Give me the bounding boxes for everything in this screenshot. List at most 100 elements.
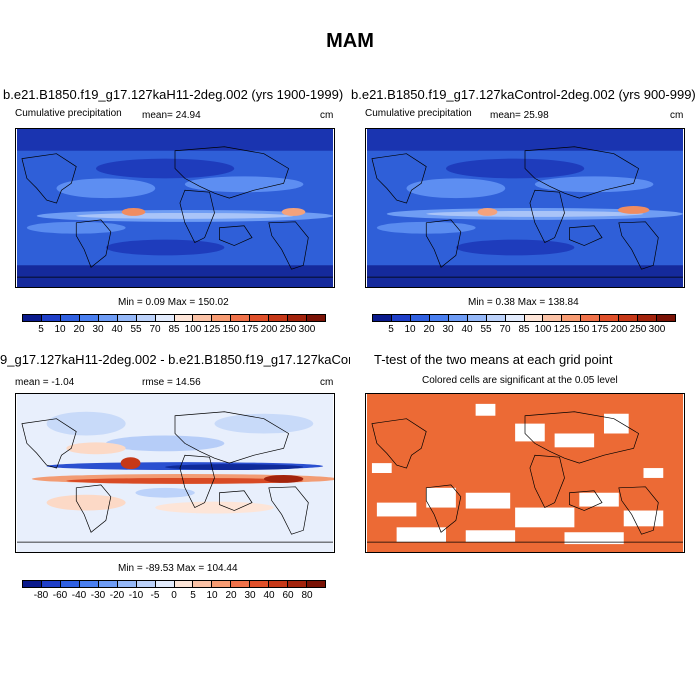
top-right-colorbar-swatch <box>448 315 468 321</box>
top-right-colorbar-swatch <box>410 315 430 321</box>
top-left-colorbar-tick-label: 40 <box>111 324 123 335</box>
main-title: MAM <box>326 30 374 52</box>
top-left-units-label: cm <box>320 110 334 121</box>
bottom-left-colorbar-swatch <box>60 581 80 587</box>
bottom-right-panel-title: T-test of the two means at each grid poi… <box>374 352 613 367</box>
top-left-panel-title: b.e21.B1850.f19_g17.127kaH11-2deg.002 (y… <box>3 87 344 102</box>
bottom-left-colorbar-tick-label: 40 <box>263 590 275 601</box>
top-right-colorbar-tick-label: 150 <box>572 324 590 335</box>
top-left-left-label: Cumulative precipitation <box>15 108 122 119</box>
bottom-right-coastlines <box>367 411 683 543</box>
bottom-left-colorbar-swatch <box>231 581 251 587</box>
top-right-colorbar-tick-label: 100 <box>534 324 552 335</box>
top-left-colorbar-tick-label: 10 <box>54 324 66 335</box>
top-right-colorbar-swatch <box>581 315 601 321</box>
top-right-colorbar-swatch <box>467 315 487 321</box>
top-left-colorbar-swatch <box>307 315 325 321</box>
top-right-colorbar-tick-label: 300 <box>648 324 666 335</box>
top-left-colorbar-swatch <box>41 315 61 321</box>
top-right-colorbar-tick-label: 175 <box>591 324 609 335</box>
bottom-left-coastlines <box>17 411 333 543</box>
bottom-left-colorbar-swatch <box>288 581 308 587</box>
bottom-left-colorbar-tick-label: 20 <box>225 590 237 601</box>
top-right-colorbar-swatch <box>619 315 639 321</box>
top-left-colorbar-tick-label: 200 <box>260 324 278 335</box>
top-right-colorbar-swatch <box>524 315 544 321</box>
top-left-colorbar-tick-label: 250 <box>279 324 297 335</box>
bottom-left-colorbar-swatch <box>41 581 61 587</box>
top-left-colorbar-swatch <box>98 315 118 321</box>
bottom-left-colorbar-tick-label: 0 <box>171 590 177 601</box>
top-left-colorbar-tick-label: 70 <box>149 324 161 335</box>
bottom-left-colorbar-swatch <box>23 581 42 587</box>
bottom-left-colorbar-swatch <box>193 581 213 587</box>
top-left-colorbar-swatch <box>250 315 270 321</box>
bottom-left-colorbar-swatch <box>307 581 325 587</box>
top-right-colorbar-swatch <box>505 315 525 321</box>
top-right-colorbar-tick-label: 30 <box>442 324 454 335</box>
top-right-colorbar-swatch <box>562 315 582 321</box>
bottom-left-colorbar-swatch <box>155 581 175 587</box>
top-left-colorbar-swatch <box>193 315 213 321</box>
top-right-precip-map <box>365 128 685 288</box>
top-right-colorbar-tick-label: 200 <box>610 324 628 335</box>
bottom-left-colorbar-swatch <box>174 581 194 587</box>
top-right-colorbar-tick-label: 40 <box>461 324 473 335</box>
top-left-colorbar-swatch <box>174 315 194 321</box>
top-left-colorbar-swatch <box>212 315 232 321</box>
top-left-coastlines <box>17 146 333 278</box>
top-left-colorbar-swatch <box>269 315 289 321</box>
top-right-mean-label: mean= 25.98 <box>490 110 549 121</box>
top-left-colorbar <box>22 314 326 322</box>
top-left-mean-label: mean= 24.94 <box>142 110 201 121</box>
top-right-colorbar-tick-label: 125 <box>553 324 571 335</box>
top-left-precip-map <box>15 128 335 288</box>
top-left-colorbar-swatch <box>288 315 308 321</box>
bottom-right-insignificant-cells <box>371 403 664 545</box>
bottom-left-colorbar-swatch <box>98 581 118 587</box>
top-left-colorbar-swatch <box>231 315 251 321</box>
bottom-left-colorbar <box>22 580 326 588</box>
bottom-left-colorbar-tick-label: -40 <box>71 590 87 601</box>
top-left-colorbar-swatch <box>155 315 175 321</box>
top-right-colorbar <box>372 314 676 322</box>
bottom-left-colorbar-swatch <box>269 581 289 587</box>
top-right-colorbar-tick-label: 250 <box>629 324 647 335</box>
top-right-colorbar-swatch <box>391 315 411 321</box>
top-right-panel-title: b.e21.B1850.f19_g17.127kaControl-2deg.00… <box>351 87 696 102</box>
top-left-colorbar-tick-label: 150 <box>222 324 240 335</box>
top-right-colorbar-swatch <box>373 315 392 321</box>
bottom-left-colorbar-tick-label: -60 <box>52 590 68 601</box>
bottom-left-mean-label: mean = -1.04 <box>15 377 75 388</box>
top-left-colorbar-tick-label: 85 <box>168 324 180 335</box>
bottom-left-colorbar-tick-label: 5 <box>190 590 196 601</box>
top-right-colorbar-tick-label: 20 <box>423 324 435 335</box>
bottom-left-colorbar-ticks: -80 -60 -40 -30 -20 -10 -5 0 5 10 20 30 40 60 80 <box>22 590 336 601</box>
bottom-right-subtitle: Colored cells are significant at the 0.0… <box>422 375 618 386</box>
bottom-left-units-label: cm <box>320 377 334 388</box>
bottom-left-colorbar-tick-label: 10 <box>206 590 218 601</box>
top-left-min-max: Min = 0.09 Max = 150.02 <box>118 297 229 308</box>
top-left-colorbar-swatch <box>136 315 156 321</box>
bottom-left-colorbar-swatch <box>136 581 156 587</box>
top-right-colorbar-tick-label: 10 <box>404 324 416 335</box>
top-right-colorbar-tick-label: 55 <box>480 324 492 335</box>
top-right-coastlines <box>367 146 683 278</box>
top-right-colorbar-ticks: 5 10 20 30 40 55 70 85 100 125 150 175 200 250 300 <box>372 324 686 335</box>
top-right-colorbar-tick-label: 85 <box>518 324 530 335</box>
bottom-left-colorbar-tick-label: 30 <box>244 590 256 601</box>
bottom-left-colorbar-swatch <box>117 581 137 587</box>
bottom-left-panel-title: 9_g17.127kaH11-2deg.002 - b.e21.B1850.f1… <box>0 352 350 367</box>
bottom-left-colorbar-tick-label: -30 <box>90 590 106 601</box>
top-left-colorbar-tick-label: 125 <box>203 324 221 335</box>
top-left-colorbar-swatch <box>60 315 80 321</box>
bottom-left-rmse-label: rmse = 14.56 <box>142 377 201 388</box>
bottom-left-colorbar-tick-label: -5 <box>150 590 160 601</box>
bottom-left-colorbar-tick-label: 80 <box>301 590 313 601</box>
top-right-colorbar-tick-label: 70 <box>499 324 511 335</box>
bottom-left-colorbar-swatch <box>79 581 99 587</box>
top-left-colorbar-tick-label: 5 <box>38 324 44 335</box>
bottom-left-min-max: Min = -89.53 Max = 104.44 <box>118 563 238 574</box>
top-left-colorbar-tick-label: 300 <box>298 324 316 335</box>
bottom-right-ttest-map <box>365 393 685 553</box>
